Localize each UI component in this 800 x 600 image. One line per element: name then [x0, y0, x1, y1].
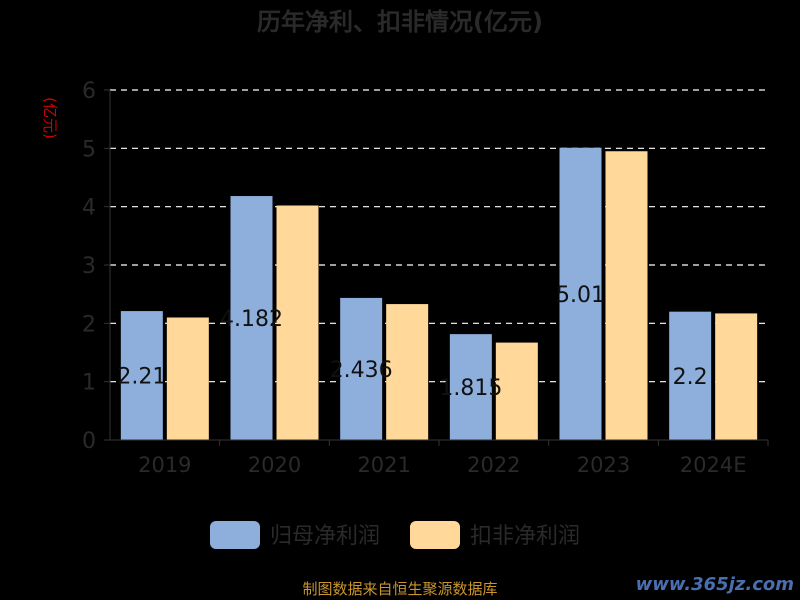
watermark-text: www.365jz.com [635, 574, 794, 595]
y-tick-label: 5 [82, 137, 96, 162]
bar-deducted-net-profit [715, 313, 758, 440]
x-tick-label: 2023 [577, 453, 630, 477]
bar-data-label: 2.2 [673, 365, 708, 390]
bar-parent-net-profit [449, 334, 492, 440]
y-tick-label: 6 [82, 79, 96, 104]
x-tick-label: 2019 [138, 453, 191, 477]
legend-label: 归母净利润 [270, 524, 380, 549]
bar-data-label: 1.815 [439, 376, 502, 401]
legend-label: 扣非净利润 [470, 524, 580, 549]
chart-title: 历年净利、扣非情况(亿元) [257, 8, 543, 36]
bar-deducted-net-profit [166, 317, 209, 440]
bar-deducted-net-profit [605, 151, 648, 440]
bar-data-label: 5.01 [556, 283, 605, 308]
bar-labels: 2.21 4.182 2.436 1.815 5.01 2.2 [117, 283, 707, 401]
bar-parent-net-profit [340, 297, 383, 440]
bar-parent-net-profit [559, 147, 602, 440]
bar-deducted-net-profit [276, 205, 319, 440]
bar-parent-net-profit [230, 196, 273, 440]
x-tick-label: 2022 [467, 453, 520, 477]
bar-deducted-net-profit [495, 342, 538, 440]
legend: 归母净利润 扣非净利润 [210, 521, 580, 549]
legend-swatch [210, 521, 260, 549]
legend-swatch [410, 521, 460, 549]
bars [120, 147, 758, 440]
bar-parent-net-profit [669, 311, 712, 440]
bar-deducted-net-profit [386, 304, 429, 440]
y-tick-label: 1 [82, 371, 96, 396]
axes: 0 1 2 3 4 5 6 2019 2020 2021 2022 2023 2024E [82, 79, 769, 477]
x-tick-label: 2021 [357, 453, 410, 477]
y-tick-label: 4 [82, 196, 96, 221]
y-tick-label: 0 [82, 429, 96, 454]
source-footer: 制图数据来自恒生聚源数据库 [302, 580, 498, 598]
y-tick-label: 2 [82, 312, 96, 337]
bar-parent-net-profit [120, 311, 163, 440]
y-axis-label: (亿元) [41, 97, 59, 139]
bar-data-label: 2.21 [117, 365, 166, 390]
bar-data-label: 4.182 [220, 307, 283, 332]
x-tick-label: 2024E [680, 453, 747, 477]
y-tick-label: 3 [82, 254, 96, 279]
x-tick-label: 2020 [248, 453, 301, 477]
bar-data-label: 2.436 [330, 358, 393, 383]
